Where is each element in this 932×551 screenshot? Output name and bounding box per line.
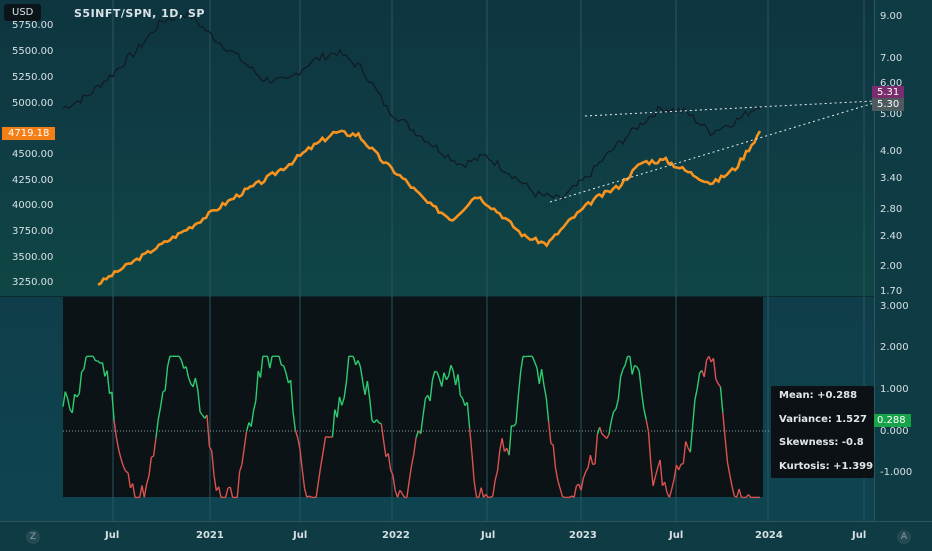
time-label: Jul [293, 530, 307, 541]
left-tick: 5500.00 [12, 46, 53, 57]
right-tick: 3.40 [880, 173, 902, 184]
symbol-title[interactable]: S5INFT/SPN, 1D, SP [74, 7, 205, 20]
time-label: 2023 [569, 530, 597, 541]
right-tick: 4.00 [880, 146, 902, 157]
stat-mean: Mean: +0.288 [779, 390, 857, 401]
trendline-price-tag: 5.30 [872, 98, 904, 111]
right-tick: 2.40 [880, 231, 902, 242]
osc-current-tag: 0.288 [872, 414, 911, 427]
time-label: Jul [481, 530, 495, 541]
right-tick: 2.80 [880, 204, 902, 215]
time-label: 2021 [196, 530, 224, 541]
stat-skewness: Skewness: -0.8 [779, 437, 864, 448]
left-tick: 5000.00 [12, 98, 53, 109]
stat-variance: Variance: 1.527 [779, 414, 867, 425]
right-tick: 1.70 [880, 286, 902, 297]
time-label: Jul [105, 530, 119, 541]
right-tick: 2.00 [880, 261, 902, 272]
time-label: 2022 [382, 530, 410, 541]
osc-segment [563, 497, 565, 498]
left-tick: 3750.00 [12, 226, 53, 237]
osc-tick: -1.000 [880, 467, 912, 478]
zoom-reset-button[interactable]: Z [26, 530, 40, 544]
osc-tick: 2.000 [880, 342, 909, 353]
osc-segment [379, 423, 381, 424]
osc-tick: 3.000 [880, 301, 909, 312]
left-tick: 5250.00 [12, 72, 53, 83]
osc-tick: 1.000 [880, 384, 909, 395]
last-price-label: 4719.18 [2, 127, 55, 140]
osc-segment [435, 371, 437, 372]
left-tick: 3500.00 [12, 252, 53, 263]
trendline-upper[interactable] [585, 101, 874, 116]
left-tick: 4000.00 [12, 200, 53, 211]
currency-badge[interactable]: USD [4, 4, 41, 21]
left-tick: 4250.00 [12, 175, 53, 186]
left-tick: 3250.00 [12, 277, 53, 288]
time-label: Jul [852, 530, 866, 541]
osc-segment [593, 464, 595, 465]
osc-tick: 0.000 [880, 426, 909, 437]
osc-segment [151, 456, 153, 457]
left-tick: 4500.00 [12, 149, 53, 160]
ratio-series-line [63, 11, 760, 200]
stat-kurtosis: Kurtosis: +1.399 [779, 461, 873, 472]
right-tick: 9.00 [880, 11, 902, 22]
time-label: Jul [669, 530, 683, 541]
osc-segment [281, 365, 283, 366]
time-label: 2024 [755, 530, 783, 541]
sp-series-line [98, 131, 760, 285]
trendline-lower[interactable] [550, 103, 874, 202]
left-tick: 5750.00 [12, 20, 53, 31]
auto-scale-button[interactable]: A [897, 530, 911, 544]
stats-panel: Mean: +0.288 Variance: 1.527 Skewness: -… [771, 386, 874, 478]
right-tick: 7.00 [880, 53, 902, 64]
